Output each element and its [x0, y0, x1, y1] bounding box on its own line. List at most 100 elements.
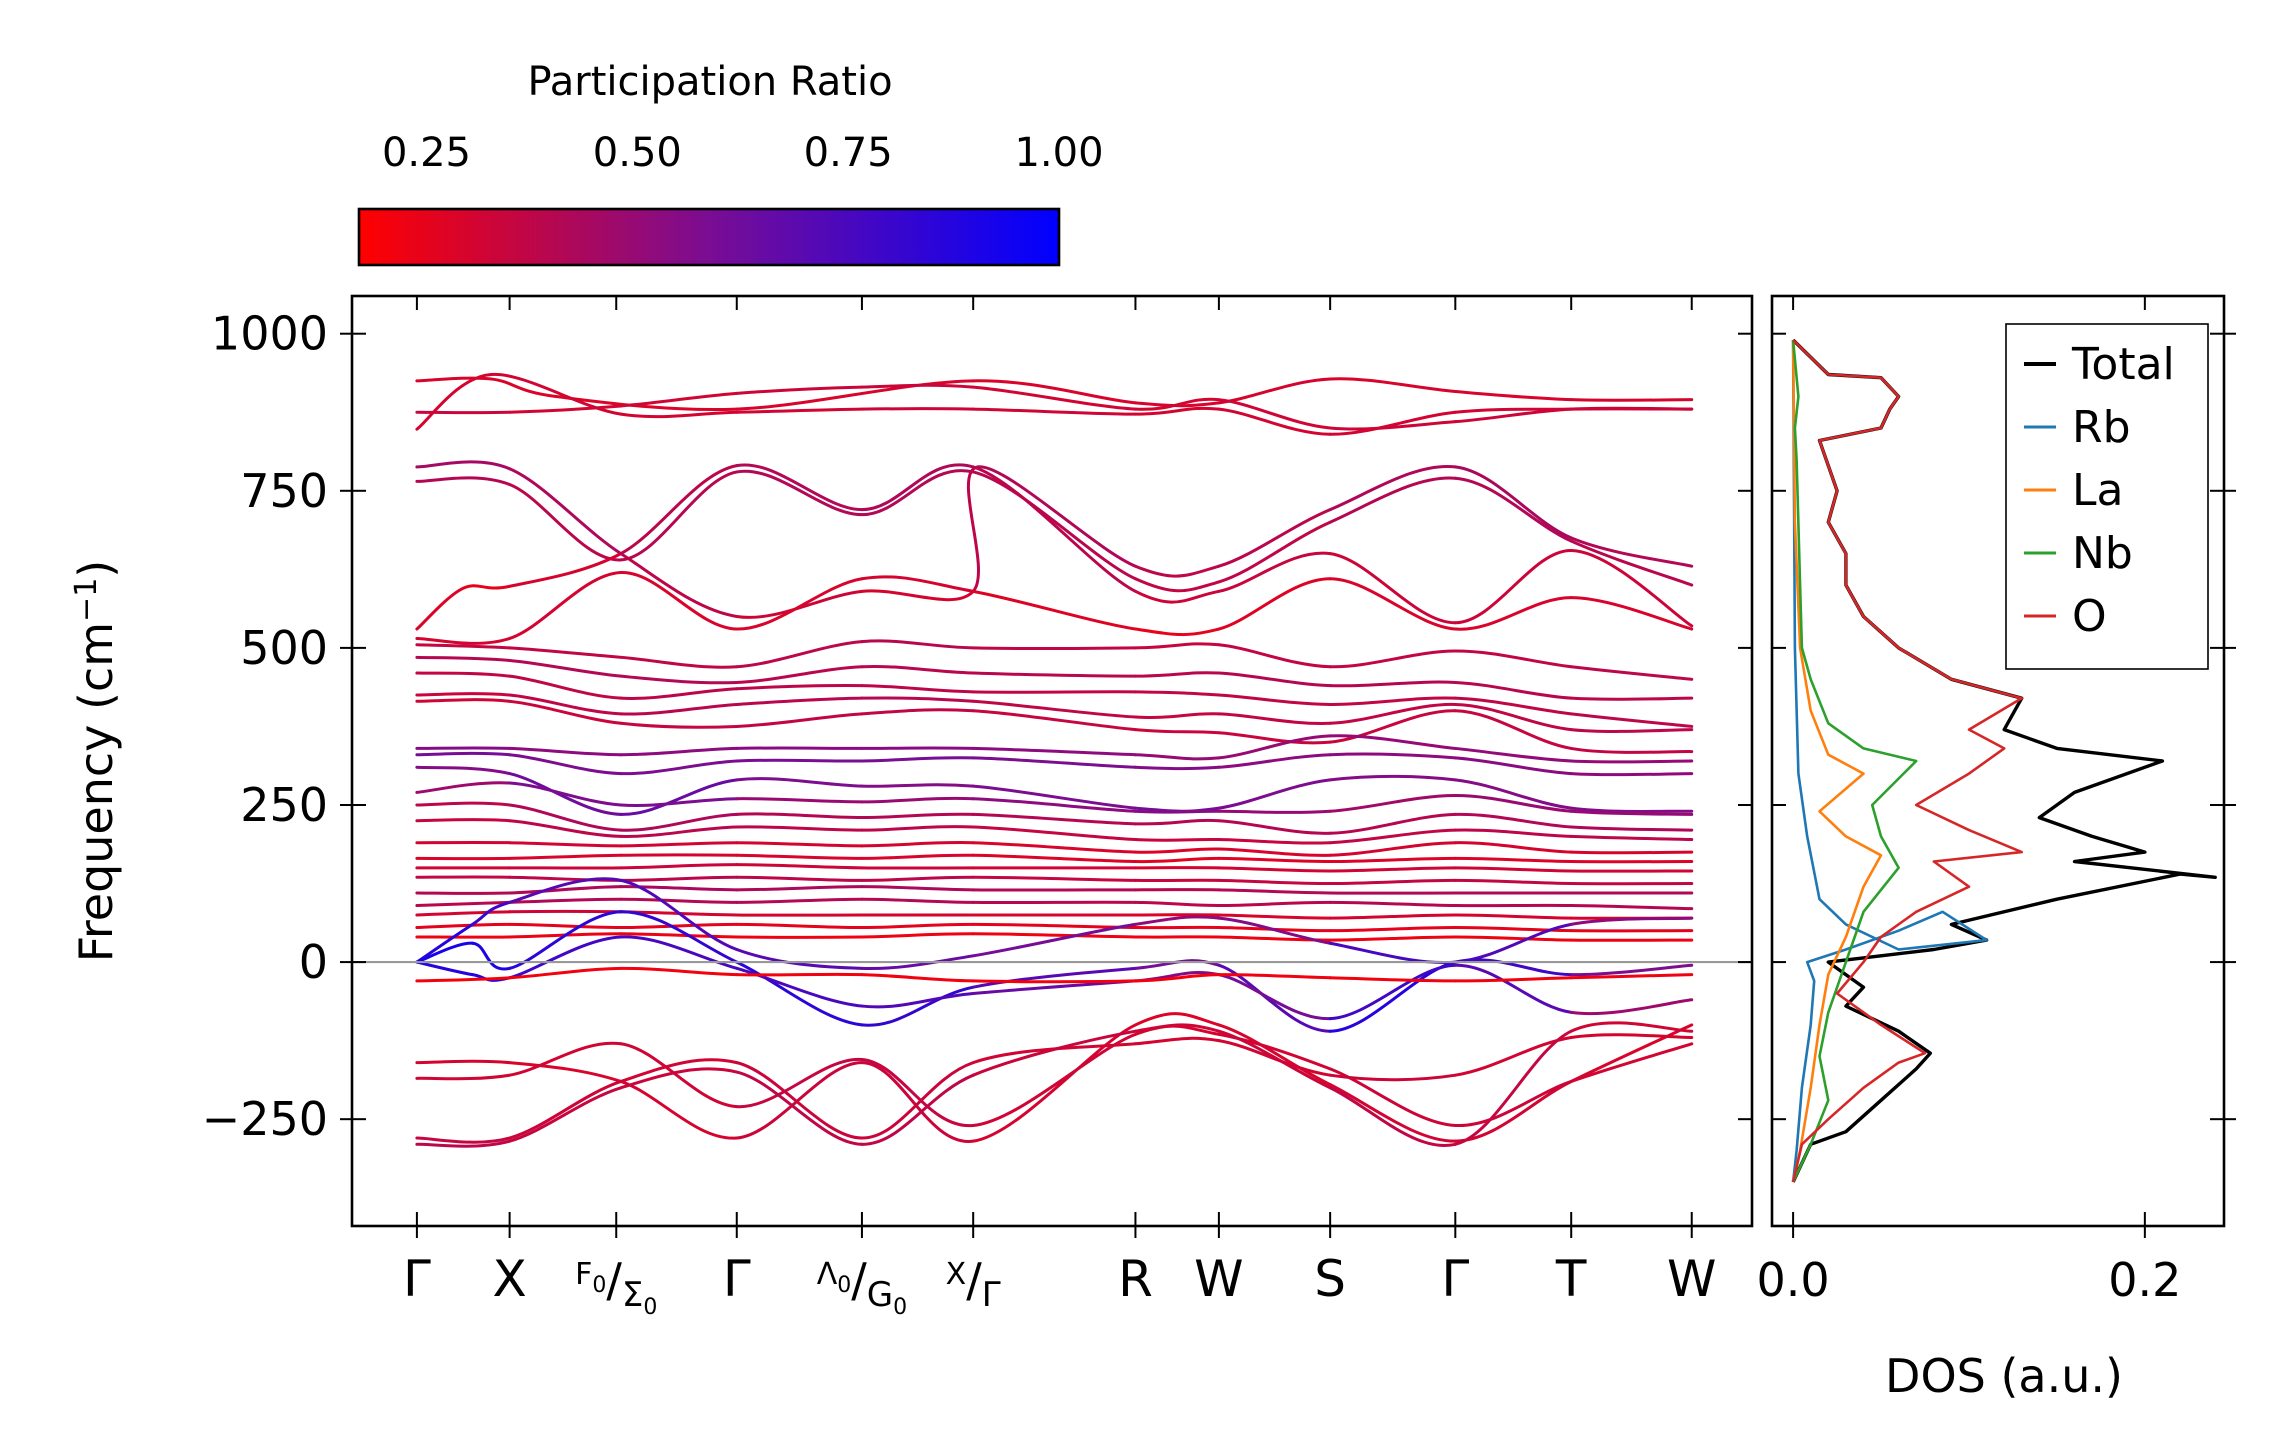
dos-legend: Total Rb La Nb O [2005, 323, 2209, 670]
band-segment [619, 1067, 739, 1090]
band-segment [1133, 1012, 1221, 1027]
dos-series-nb [1791, 339, 1918, 1183]
band-segment [508, 897, 623, 904]
band-segment [619, 655, 739, 669]
band-segment [1453, 756, 1573, 776]
band-segment [735, 640, 864, 669]
band-segment [1569, 759, 1694, 764]
band-segment [471, 900, 512, 926]
band-low-2 [415, 853, 1694, 864]
band-segment [1133, 577, 1221, 593]
legend-label-total: Total [2071, 339, 2175, 390]
band-segment [1328, 878, 1457, 886]
band-segment [415, 636, 512, 645]
band-segment [1328, 577, 1457, 631]
band-segment [1328, 774, 1457, 782]
band-segment [1217, 671, 1332, 688]
band-segment [1453, 913, 1573, 920]
band-segment [508, 1041, 623, 1077]
band-segment [1453, 465, 1573, 540]
band-segment [860, 696, 975, 703]
band-low-6 [415, 897, 1694, 911]
band-segment [1133, 401, 1221, 408]
band-segment [860, 469, 975, 517]
band-segment [1133, 837, 1221, 842]
colorbar [357, 207, 1061, 267]
band-segment [619, 910, 739, 964]
dos-panel: 0.0 0.2 DOS (a.u.) Total Rb La Nb O [1757, 294, 2236, 1403]
band-xtick-label: Λ0/G0 [817, 1253, 907, 1320]
band-low-1 [415, 840, 1694, 857]
band-segment [1328, 913, 1457, 920]
band-segment [1453, 976, 1573, 983]
band-segment [1569, 1042, 1694, 1083]
band-segment [1453, 680, 1573, 700]
band-segment [1453, 778, 1573, 810]
band-segment [1133, 1023, 1221, 1033]
band-mid-4 [415, 692, 1694, 733]
band-segment [1217, 508, 1332, 568]
band-mid-5 [415, 698, 1694, 754]
band-segment [1328, 841, 1457, 857]
band-segment [735, 960, 864, 1027]
band-segment [1453, 878, 1573, 886]
band-segment [1133, 915, 1221, 926]
band-segment [735, 577, 864, 631]
band-segment [1569, 746, 1694, 754]
band-mid-1 [415, 639, 1694, 681]
tick-label-part: F [575, 1257, 592, 1292]
band-segment [508, 935, 623, 980]
band-segment [508, 746, 623, 757]
band-segment [971, 646, 1137, 650]
band-segment [1217, 847, 1332, 857]
band-segment [619, 470, 739, 562]
band-xtick-label: F0/Σ0 [575, 1253, 657, 1320]
band-segment [415, 818, 512, 823]
band-segment [1133, 642, 1221, 650]
band-segment [971, 379, 1137, 405]
band-segment [619, 863, 739, 870]
band-segment [971, 671, 1137, 678]
band-segment [508, 404, 623, 414]
band-segment [619, 932, 739, 939]
band-segment [1569, 963, 1694, 977]
band-segment [1569, 825, 1694, 832]
band-segment [735, 875, 864, 882]
band-segment [1569, 1033, 1694, 1039]
band-segment [508, 885, 623, 895]
band-segment [735, 463, 864, 512]
band-segment [735, 1061, 864, 1140]
band-mid-9 [415, 781, 1694, 816]
band-segment [971, 756, 1137, 769]
band-ytick-label: −250 [202, 1092, 328, 1146]
band-segment [1569, 998, 1694, 1016]
band-ytick-label: 500 [240, 621, 328, 675]
band-xtick-label: X/Γ [946, 1253, 1001, 1315]
band-segment [735, 589, 864, 619]
band-segment [860, 684, 975, 694]
band-segment [1133, 900, 1221, 908]
band-segment [860, 932, 975, 939]
band-segment [1453, 828, 1573, 838]
band-segment [1133, 809, 1221, 814]
band-segment [971, 589, 1137, 631]
band-segment [619, 702, 739, 716]
band-segment [860, 985, 975, 1027]
band-segment [860, 825, 975, 832]
band-segment [1328, 410, 1457, 436]
band-segment [1217, 838, 1332, 845]
band-segment [1569, 916, 1694, 926]
band-segment [1133, 728, 1221, 735]
band-segment [508, 910, 623, 970]
band-mid-2 [415, 655, 1694, 701]
band-segment [735, 407, 864, 414]
tick-label-part: G [867, 1275, 893, 1315]
band-segment [860, 796, 975, 804]
band-segment [508, 853, 623, 860]
band-segment [1569, 904, 1694, 911]
band-segment [1217, 1032, 1332, 1071]
band-segment [735, 897, 864, 904]
band-soft-3 [415, 1024, 1694, 1127]
band-segment [1217, 520, 1332, 584]
band-low-5 [415, 885, 1694, 895]
